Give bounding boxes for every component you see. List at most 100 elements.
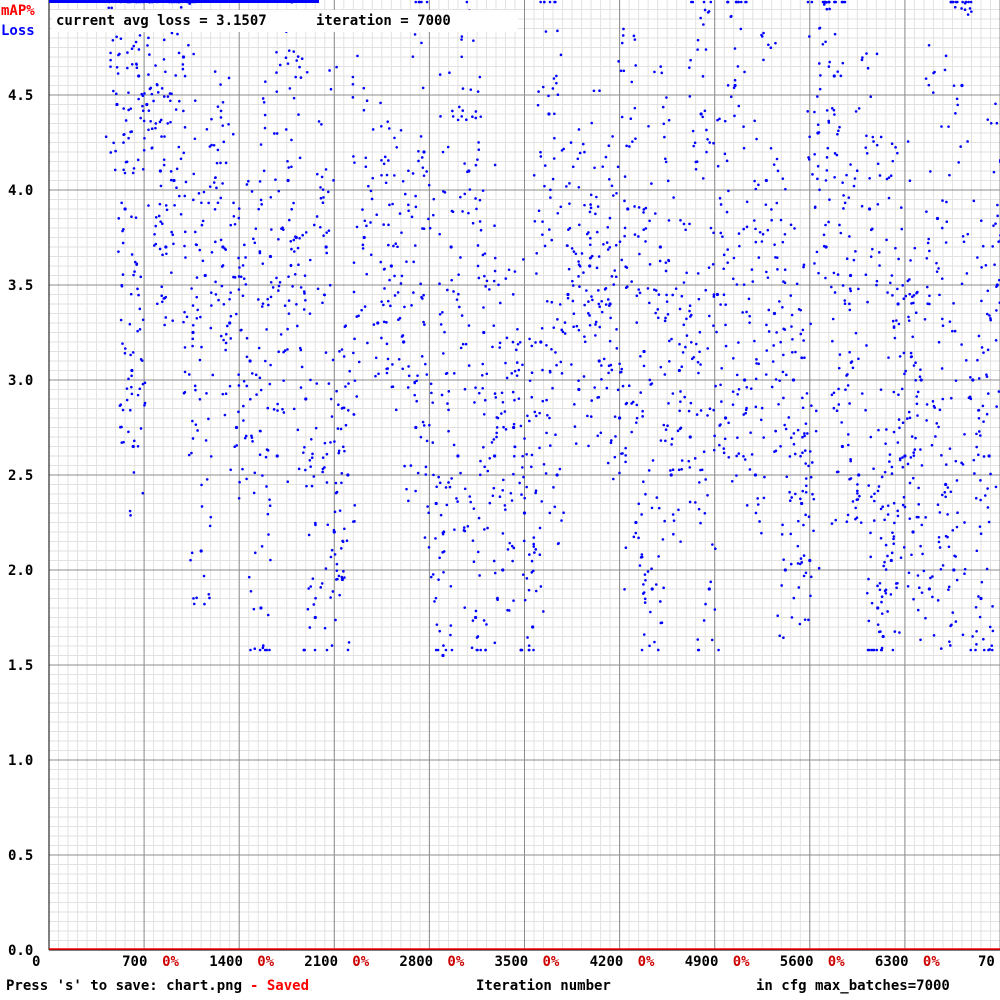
loss-point: [118, 52, 121, 56]
loss-point: [985, 375, 989, 378]
loss-point: [735, 454, 738, 458]
loss-point: [762, 436, 765, 439]
loss-point: [880, 600, 883, 604]
loss-point: [346, 648, 350, 652]
loss-point: [129, 292, 133, 296]
loss-point: [423, 536, 427, 539]
loss-point: [434, 537, 437, 540]
loss-point: [183, 230, 187, 234]
loss-point: [875, 648, 879, 652]
loss-point: [210, 143, 213, 147]
loss-point: [956, 511, 959, 514]
loss-point: [134, 40, 138, 44]
loss-point: [610, 368, 614, 372]
loss-point: [444, 486, 448, 489]
loss-point: [671, 293, 674, 297]
loss-point: [653, 640, 656, 644]
loss-point: [995, 283, 999, 287]
loss-point: [571, 284, 575, 287]
loss-point: [455, 298, 459, 301]
loss-point: [668, 359, 671, 363]
loss-point: [329, 555, 333, 559]
loss-point: [321, 188, 325, 191]
loss-point: [665, 300, 669, 303]
loss-point: [597, 289, 600, 292]
loss-point: [664, 439, 667, 443]
loss-point: [714, 547, 717, 551]
iteration-label: iteration = 7000: [316, 13, 451, 29]
loss-point: [621, 384, 625, 388]
loss-point: [292, 50, 296, 53]
loss-point: [964, 0, 968, 4]
loss-point: [136, 158, 140, 162]
loss-point: [304, 397, 308, 401]
loss-point: [266, 297, 269, 301]
loss-point: [526, 636, 529, 639]
loss-point: [548, 0, 552, 4]
loss-point: [204, 439, 208, 442]
loss-point: [985, 567, 989, 571]
loss-point: [251, 440, 254, 443]
loss-point: [346, 473, 350, 477]
loss-point: [481, 386, 484, 390]
loss-point: [697, 507, 701, 511]
loss-point: [234, 425, 239, 430]
loss-point: [902, 297, 906, 301]
loss-point: [521, 454, 524, 458]
loss-point: [556, 318, 559, 321]
loss-point: [130, 62, 134, 66]
loss-point: [637, 288, 640, 291]
loss-point: [367, 184, 370, 188]
y-tick-label: 4.0: [8, 183, 33, 199]
loss-point: [885, 177, 889, 181]
loss-point: [904, 369, 907, 373]
loss-point: [162, 58, 166, 61]
loss-point: [329, 87, 333, 91]
loss-point: [420, 0, 423, 4]
loss-point: [129, 107, 133, 110]
loss-point: [841, 61, 845, 65]
loss-point: [233, 445, 236, 449]
loss-point: [407, 365, 410, 368]
y-tick-label: 2.5: [8, 468, 33, 484]
loss-point: [916, 414, 919, 417]
loss-point: [767, 330, 771, 333]
loss-point: [195, 276, 199, 279]
loss-point: [382, 268, 386, 271]
loss-point: [162, 38, 166, 42]
loss-point: [896, 441, 900, 444]
loss-point: [493, 392, 497, 395]
loss-point: [878, 264, 881, 267]
loss-point: [877, 428, 880, 432]
loss-point: [856, 498, 860, 501]
loss-point: [758, 520, 761, 523]
loss-point: [143, 404, 146, 407]
loss-point: [265, 328, 268, 331]
loss-point: [496, 416, 500, 420]
loss-point: [452, 443, 456, 447]
loss-point: [286, 159, 289, 163]
loss-point: [818, 26, 822, 30]
loss-point: [903, 454, 907, 458]
loss-point: [329, 397, 333, 401]
loss-point: [478, 473, 482, 477]
loss-point: [901, 421, 905, 425]
loss-point: [394, 242, 398, 246]
loss-point: [201, 219, 205, 223]
loss-point: [915, 402, 919, 406]
loss-point: [731, 277, 735, 281]
loss-point: [671, 392, 675, 395]
loss-point: [721, 235, 724, 238]
loss-point: [210, 250, 214, 254]
loss-point: [939, 567, 943, 571]
loss-point: [692, 144, 695, 148]
loss-point: [916, 608, 920, 612]
loss-point: [960, 343, 963, 346]
loss-point: [834, 518, 838, 522]
loss-point: [237, 288, 241, 291]
loss-point: [977, 334, 981, 338]
loss-point: [722, 447, 726, 450]
loss-point: [157, 214, 161, 218]
loss-point: [909, 456, 913, 459]
loss-point: [792, 432, 796, 435]
